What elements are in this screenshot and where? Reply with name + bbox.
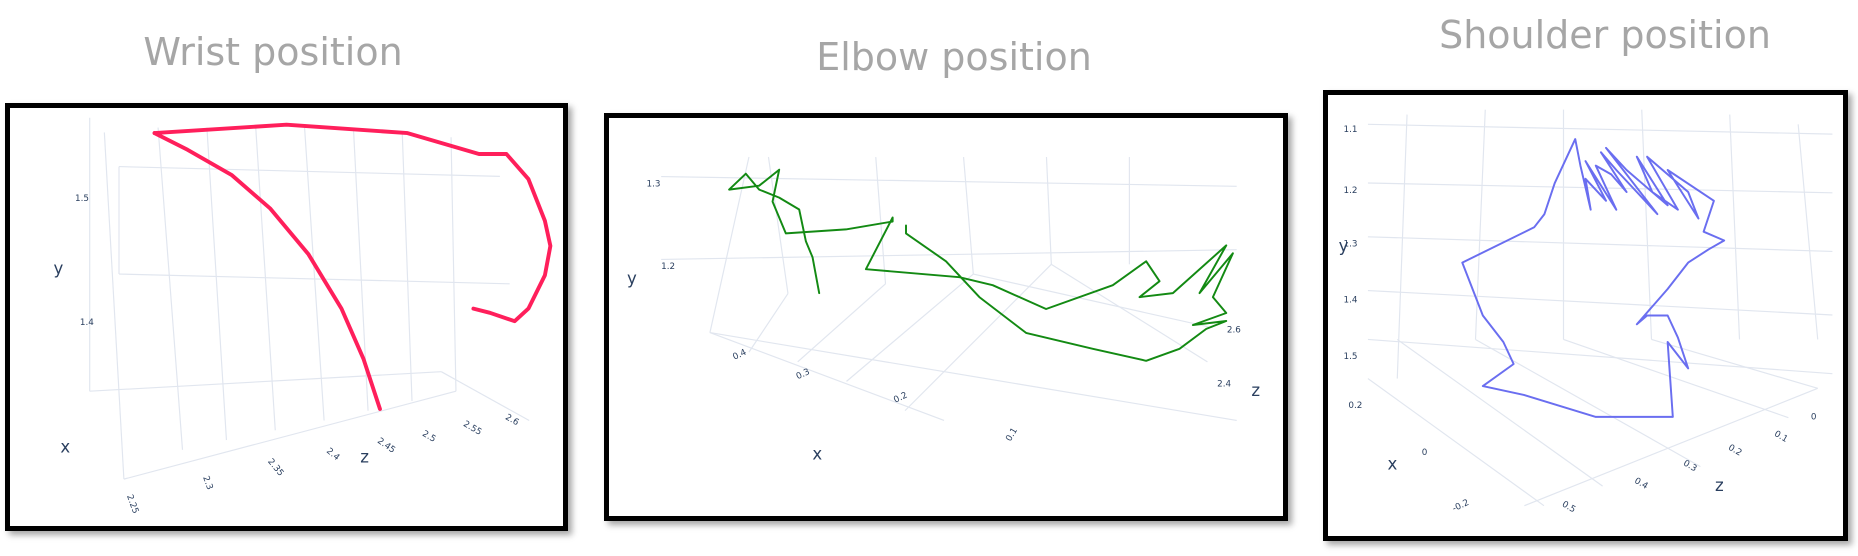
wrist-z-tick-0: 2.25	[124, 493, 140, 515]
shoulder-chart[interactable]: 1.1 1.2 1.3 1.4 1.5 0.2 0 -0.2 0 0.1 0.2…	[1323, 90, 1848, 541]
wrist-trajectory-line	[152, 122, 553, 324]
elbow-z-axis-title: z	[1251, 381, 1260, 400]
shoulder-trajectory-line	[1461, 138, 1726, 418]
wrist-chart-svg: 1.5 1.4 2.25 2.3 2.35 2.4 2.45 2.5 2.55 …	[54, 117, 553, 515]
shoulder-x-tick-1: 0	[1422, 448, 1428, 458]
shoulder-x-axis-title: x	[1387, 455, 1397, 474]
shoulder-y-tick-1: 1.2	[1343, 186, 1357, 196]
wrist-trajectory-line-2	[152, 131, 382, 411]
elbow-chart-title: Elbow position	[816, 35, 1092, 79]
elbow-series	[728, 168, 1234, 362]
shoulder-y-tick-4: 1.5	[1343, 352, 1357, 362]
wrist-chart-title: Wrist position	[143, 30, 403, 74]
shoulder-z-tick-3: 0.3	[1681, 459, 1698, 475]
shoulder-grid	[1367, 109, 1833, 507]
shoulder-z-tick-2: 0.2	[1726, 443, 1743, 459]
shoulder-z-tick-5: 0.5	[1560, 500, 1577, 516]
elbow-trajectory-line	[728, 168, 1234, 362]
elbow-z-tick-0: 2.6	[1227, 326, 1241, 336]
shoulder-y-axis-title: y	[1339, 236, 1349, 255]
wrist-x-axis-title: x	[60, 438, 70, 457]
elbow-x-axis-title: x	[812, 444, 822, 463]
elbow-y-tick-0: 1.3	[647, 179, 661, 189]
shoulder-y-tick-0: 1.1	[1343, 125, 1357, 135]
shoulder-series	[1461, 138, 1726, 418]
wrist-z-tick-1: 2.3	[200, 475, 214, 492]
wrist-z-tick-5: 2.5	[420, 429, 437, 445]
shoulder-chart-svg: 1.1 1.2 1.3 1.4 1.5 0.2 0 -0.2 0 0.1 0.2…	[1339, 109, 1833, 516]
elbow-x-tick-3: 0.1	[1004, 426, 1020, 443]
wrist-y-axis-title: y	[54, 259, 64, 278]
wrist-y-tick-0: 1.5	[75, 194, 89, 204]
elbow-x-tick-2: 0.2	[892, 391, 909, 406]
shoulder-y-tick-2: 1.3	[1343, 240, 1357, 250]
wrist-z-tick-4: 2.45	[375, 436, 397, 455]
wrist-chart[interactable]: 1.5 1.4 2.25 2.3 2.35 2.4 2.45 2.5 2.55 …	[5, 103, 568, 531]
shoulder-chart-title: Shoulder position	[1439, 13, 1771, 57]
shoulder-x-tick-2: -0.2	[1451, 498, 1471, 514]
wrist-grid	[89, 117, 530, 480]
shoulder-z-tick-4: 0.4	[1632, 476, 1649, 492]
wrist-z-tick-2: 2.35	[265, 457, 285, 478]
wrist-series	[152, 122, 553, 411]
elbow-grid	[661, 156, 1237, 421]
elbow-x-tick-0: 0.4	[731, 348, 748, 363]
elbow-y-axis-title: y	[627, 269, 637, 288]
shoulder-z-tick-1: 0.1	[1772, 429, 1789, 445]
elbow-chart[interactable]: 1.3 1.2 0.4 0.3 0.2 0.1 2.6 2.4 y x z	[604, 113, 1288, 521]
wrist-y-tick-1: 1.4	[80, 318, 94, 328]
elbow-chart-svg: 1.3 1.2 0.4 0.3 0.2 0.1 2.6 2.4 y x z	[627, 156, 1260, 463]
shoulder-z-tick-0: 0	[1811, 413, 1817, 423]
shoulder-x-tick-0: 0.2	[1348, 401, 1362, 411]
wrist-z-axis-title: z	[360, 448, 369, 467]
elbow-z-tick-1: 2.4	[1217, 379, 1231, 389]
shoulder-y-tick-3: 1.4	[1343, 295, 1357, 305]
elbow-y-tick-1: 1.2	[661, 262, 675, 272]
wrist-z-tick-3: 2.4	[324, 446, 341, 463]
wrist-z-tick-6: 2.55	[461, 419, 483, 437]
shoulder-z-axis-title: z	[1715, 476, 1724, 495]
